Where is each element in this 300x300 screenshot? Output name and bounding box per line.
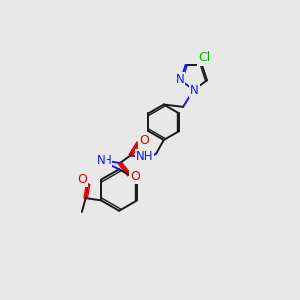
Text: N: N <box>176 73 184 86</box>
Text: Cl: Cl <box>198 51 210 64</box>
Text: N: N <box>97 154 106 167</box>
Text: H: H <box>102 154 111 167</box>
Text: NH: NH <box>136 150 153 164</box>
Text: O: O <box>139 134 149 147</box>
Text: O: O <box>130 169 140 183</box>
Text: O: O <box>77 173 87 186</box>
Text: N: N <box>190 84 199 97</box>
